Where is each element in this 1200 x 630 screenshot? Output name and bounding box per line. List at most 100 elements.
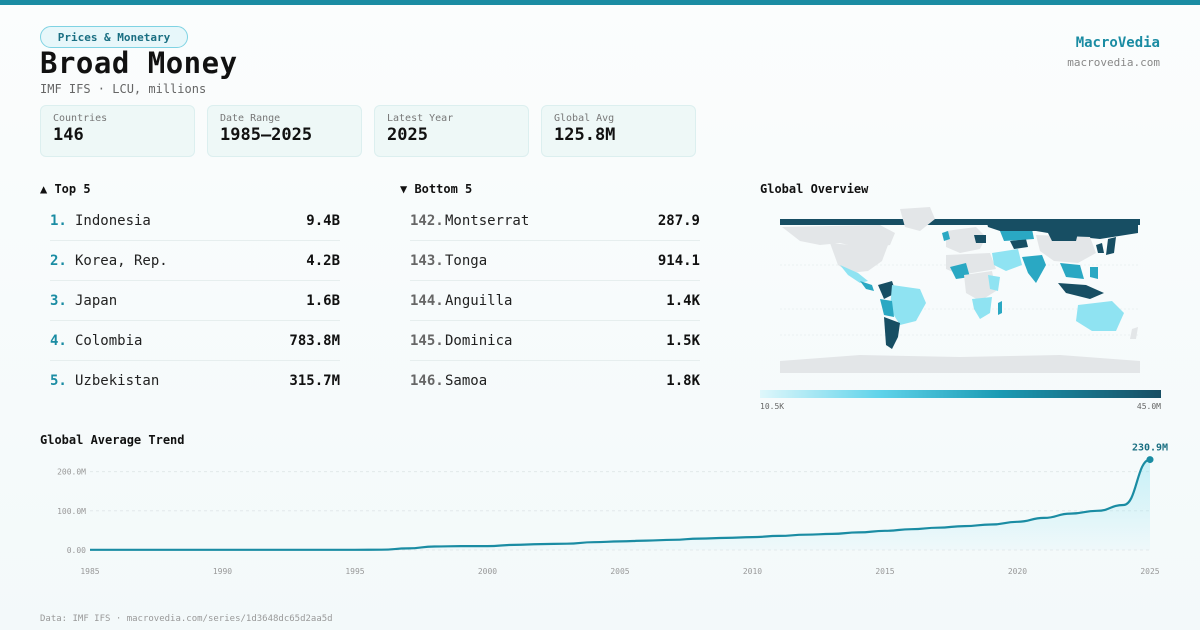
map-region-east-africa[interactable] [988,275,1000,291]
page-title: Broad Money [40,46,238,80]
x-tick-label: 1985 [80,567,99,576]
trend-last-label: 230.9M [1132,443,1168,454]
list-item[interactable]: 2. Korea, Rep. 4.2B [50,241,340,281]
list-item[interactable]: 145. Dominica 1.5K [410,321,700,361]
top5-heading: ▲ Top 5 [40,182,91,196]
country-name: Japan [75,292,118,309]
map-region-usa[interactable] [830,243,888,273]
map-region-argentina-chile[interactable] [884,317,900,349]
map-region-canada[interactable] [782,225,895,249]
stat-value: 2025 [387,125,428,145]
rank-number: 142. [410,212,444,229]
map-region-ukraine[interactable] [974,235,986,243]
map-region-india[interactable] [1022,255,1046,283]
map-region-central-africa[interactable] [964,271,996,301]
map-region-indonesia[interactable] [1058,283,1104,299]
y-tick-label: 100.0M [57,507,86,516]
country-value: 287.9 [657,212,700,229]
rank-number: 143. [410,252,444,269]
brand-logo[interactable]: MacroVedia [1075,35,1160,51]
country-name: Montserrat [445,212,530,229]
map-region-mongolia[interactable] [1048,233,1078,241]
map-region-kazakhstan[interactable] [1000,229,1034,241]
stat-label: Countries [53,113,108,124]
world-map[interactable] [760,205,1160,385]
map-region-mexico[interactable] [840,265,868,283]
page-subtitle: IMF IFS · LCU, millions [40,82,207,96]
rank-number: 145. [410,332,444,349]
x-tick-label: 2020 [1008,567,1027,576]
category-badge[interactable]: Prices & Monetary [40,26,188,48]
country-value: 1.8K [666,373,700,389]
stat-value: 125.8M [554,125,616,145]
stat-card-date-range: Date Range 1985–2025 [207,105,362,157]
map-region-new-zealand[interactable] [1130,327,1138,339]
list-item[interactable]: 3. Japan 1.6B [50,281,340,321]
stat-label: Latest Year [387,113,454,124]
trend-area [90,459,1150,550]
country-value: 1.4K [666,292,700,309]
x-tick-label: 1990 [213,567,232,576]
rank-number: 4. [50,332,67,349]
stat-label: Global Avg [554,113,615,124]
x-tick-label: 2015 [875,567,894,576]
footer-source: Data: IMF IFS · macrovedia.com/series/1d… [40,614,333,624]
trend-chart: 0.00 100.0M 200.0M 1985 1990 1995 2000 2005 201… [57,443,1168,576]
country-value: 1.6B [306,292,340,309]
rank-number: 146. [410,373,444,389]
country-name: Anguilla [445,292,513,309]
list-item[interactable]: 146. Samoa 1.8K [410,361,700,401]
country-value: 4.2B [306,252,340,269]
map-region-southern-africa[interactable] [972,297,992,319]
country-name: Uzbekistan [75,373,160,389]
x-tick-label: 2010 [743,567,762,576]
top5-list: 1. Indonesia 9.4B 2. Korea, Rep. 4.2B 3.… [50,201,340,401]
map-region-korea[interactable] [1096,243,1104,253]
map-region-japan[interactable] [1106,237,1116,255]
x-tick-label: 1995 [345,567,364,576]
list-item[interactable]: 4. Colombia 783.8M [50,321,340,361]
list-item[interactable]: 1. Indonesia 9.4B [50,201,340,241]
stat-value: 1985–2025 [220,125,313,145]
rank-number: 144. [410,292,444,309]
list-item[interactable]: 142. Montserrat 287.9 [410,201,700,241]
map-region-russia[interactable] [986,219,1138,239]
x-tick-label: 2000 [478,567,497,576]
country-name: Indonesia [75,212,151,229]
stat-card-countries: Countries 146 [40,105,195,157]
map-region-madagascar[interactable] [998,301,1002,315]
map-legend-max: 45.0M [1136,402,1161,411]
trend-heading: Global Average Trend [40,433,185,447]
list-item[interactable]: 143. Tonga 914.1 [410,241,700,281]
country-name: Korea, Rep. [75,252,168,269]
map-region-uzbekistan[interactable] [1010,239,1028,249]
map-region-peru-bolivia[interactable] [880,299,894,317]
map-region-southeast-asia[interactable] [1060,263,1084,279]
map-region-central-america[interactable] [860,281,874,291]
stat-value: 146 [53,125,84,145]
trend-line [90,458,1151,551]
country-name: Dominica [445,332,513,349]
list-item[interactable]: 5. Uzbekistan 315.7M [50,361,340,401]
rank-number: 5. [50,373,67,389]
map-region-china[interactable] [1036,235,1096,263]
map-region-uk[interactable] [942,231,950,241]
list-item[interactable]: 144. Anguilla 1.4K [410,281,700,321]
map-region-australia[interactable] [1076,301,1124,331]
map-region-greenland[interactable] [900,207,935,231]
trend-last-point [1146,456,1154,464]
map-region-antarctica[interactable] [780,355,1140,373]
rank-number: 2. [50,252,67,269]
x-tick-label: 2005 [610,567,629,576]
map-region-brazil[interactable] [890,285,926,325]
map-heading: Global Overview [760,182,869,196]
brand-url[interactable]: macrovedia.com [1067,56,1160,69]
y-tick-label: 0.00 [67,546,86,555]
map-region-europe[interactable] [946,227,986,253]
country-name: Colombia [75,332,143,349]
map-region-middle-east[interactable] [992,249,1022,271]
map-region-philippines[interactable] [1090,267,1098,279]
stat-label: Date Range [220,113,281,124]
map-legend-min: 10.5K [760,402,785,411]
stat-card-global-avg: Global Avg 125.8M [541,105,696,157]
